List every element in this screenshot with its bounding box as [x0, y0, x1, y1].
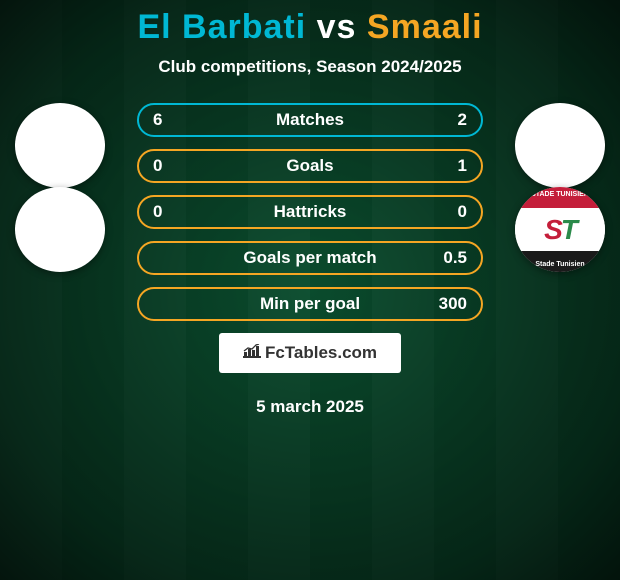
stat-left-value: 6 [153, 110, 162, 130]
stat-label: Matches [276, 110, 344, 130]
player1-avatar [15, 103, 105, 188]
logo-text: FcTables.com [265, 343, 377, 362]
stat-right-value: 0 [458, 202, 467, 222]
player1-name: El Barbati [137, 8, 306, 46]
player1-club-badge [15, 187, 105, 272]
fctables-logo: FcTables.com [219, 333, 401, 373]
avatar-placeholder-icon [15, 130, 105, 160]
stat-label: Goals per match [243, 248, 376, 268]
stat-row: 0 Hattricks 0 [137, 195, 483, 229]
date-label: 5 march 2025 [0, 397, 620, 417]
stat-row: 0 Goals 1 [137, 149, 483, 183]
stat-left-value: 0 [153, 156, 162, 176]
stat-right-value: 300 [439, 294, 467, 314]
stat-rows: 6 Matches 2 0 Goals 1 0 Hattricks 0 Goals per mat… [137, 103, 483, 321]
player2-club-badge: STADE TUNISIEN ST Stade Tunisien [515, 187, 605, 272]
subtitle: Club competitions, Season 2024/2025 [0, 57, 620, 77]
content: El Barbati vs Smaali Club competitions, … [0, 0, 620, 417]
comparison-block: STADE TUNISIEN ST Stade Tunisien 6 Matche… [0, 103, 620, 321]
stat-right-value: 0.5 [443, 248, 467, 268]
club-badge-st-icon: STADE TUNISIEN ST Stade Tunisien [515, 187, 605, 272]
stat-label: Min per goal [260, 294, 360, 314]
page-title: El Barbati vs Smaali [0, 8, 620, 47]
vs-separator: vs [317, 8, 357, 46]
player2-avatar [515, 103, 605, 188]
player2-name: Smaali [367, 8, 483, 46]
stat-label: Goals [286, 156, 333, 176]
stat-row: Goals per match 0.5 [137, 241, 483, 275]
stat-right-value: 2 [458, 110, 467, 130]
stat-left-value: 0 [153, 202, 162, 222]
stat-row: 6 Matches 2 [137, 103, 483, 137]
avatar-placeholder-icon [515, 130, 605, 160]
stat-row: Min per goal 300 [137, 287, 483, 321]
stat-label: Hattricks [274, 202, 347, 222]
stat-right-value: 1 [458, 156, 467, 176]
footer: FcTables.com 5 march 2025 [0, 333, 620, 417]
badge-placeholder-icon [15, 214, 105, 244]
chart-icon [243, 343, 261, 363]
